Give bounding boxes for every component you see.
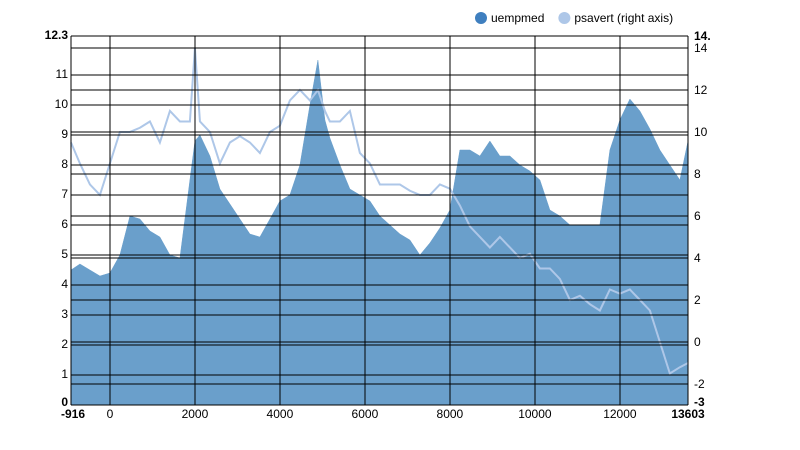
x-tick-label: 13603 (671, 407, 705, 421)
line (70, 47, 689, 376)
y-tick-label: 4 (61, 277, 68, 291)
y-tick-label: 5 (61, 247, 68, 261)
y2-tick-label: 0 (694, 335, 701, 349)
legend-marker (558, 12, 571, 24)
axes: -916 0 2000 4000 6000 8000 10000 12000 136030123… (45, 28, 711, 421)
y2-tick-label: 12 (694, 83, 708, 97)
x-tick-label: 8000 (437, 407, 464, 421)
y-tick-label: 7 (61, 187, 68, 201)
legend-marker (475, 12, 487, 24)
x-tick-label: 12000 (603, 407, 637, 421)
y2-tick-label: -2 (694, 377, 705, 391)
y-tick-label: 2 (61, 337, 68, 351)
legend-label: psavert (right axis) (574, 11, 673, 25)
x-tick-label: 0 (107, 407, 114, 421)
y-tick-label: 10 (55, 97, 69, 111)
area (70, 59, 689, 406)
y2-tick-label: -3 (694, 395, 705, 409)
x-tick-label: 2000 (182, 407, 209, 421)
legend: uempmed psavert (right axis) (475, 11, 673, 25)
y2-tick-label: 14 (694, 41, 708, 55)
y2-tick-label: 8 (694, 167, 701, 181)
plot-area (70, 47, 689, 406)
y-tick-label: 0 (61, 395, 68, 409)
y2-tick-label: 14. (694, 29, 711, 43)
x-tick-label: 4000 (267, 407, 294, 421)
y-tick-label: 6 (61, 217, 68, 231)
legend-label: uempmed (491, 11, 544, 25)
x-tick-label: 6000 (352, 407, 379, 421)
x-tick-label: 10000 (518, 407, 552, 421)
y-tick-label: 9 (61, 127, 68, 141)
y-tick-label: 12.3 (45, 28, 69, 42)
x-tick-label: -916 (61, 407, 85, 421)
y2-tick-label: 4 (694, 251, 701, 265)
y-tick-label: 1 (61, 367, 68, 381)
y-tick-label: 11 (56, 67, 69, 81)
y-tick-label: 3 (61, 307, 68, 321)
y2-tick-label: 10 (694, 125, 708, 139)
y2-tick-label: 6 (694, 209, 701, 223)
grid (70, 35, 689, 406)
y2-tick-label: 2 (694, 293, 701, 307)
y-tick-label: 8 (61, 157, 68, 171)
